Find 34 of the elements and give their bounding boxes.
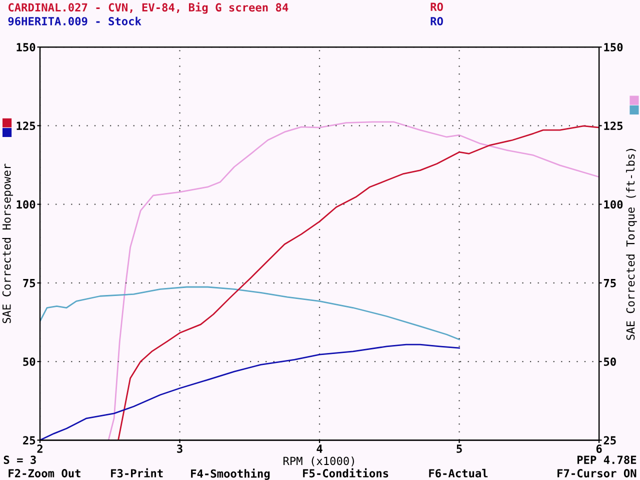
x-tick-label: 2 [37,444,42,453]
text: F5-Conditions [303,468,388,478]
line-series [40,286,460,340]
y2-tick-label: 50 [604,358,616,366]
y-tick-label: 75 [23,279,36,288]
y-axis-title: SAE Corrected Horsepower [2,164,13,324]
y-tick-label: 150 [16,43,36,52]
y2-axis-title: SAE Corrected Torque (ft-lbs) [626,148,637,340]
y2-tick-label: 75 [604,279,616,288]
chart-subtitle: 96HERITA.009 - Stock [8,16,142,26]
text: RO [430,2,443,11]
y2-tick-label: 100 [604,200,623,209]
text: S = 3 [4,456,36,464]
y2-tick-label: 25 [604,436,616,445]
x-axis-title: RPM (x1000) [284,456,354,466]
y2-tick-label: 125 [604,122,623,130]
x-tick-label: 6 [596,444,602,453]
x-tick-label: 3 [177,444,182,453]
text: F2-Zoom Out [8,469,80,478]
text: PEP 4.78E [577,456,636,464]
y2-tick-label: 150 [604,43,623,52]
x-tick-label: 4 [316,444,322,453]
text: F4-Smoothing [191,468,270,480]
chart-title: CARDINAL.027 - CVN, EV-84, Big G screen 84 [8,2,288,14]
y-tick-label: 100 [16,200,36,209]
text: F7-Cursor ON [558,469,636,478]
text: F6-Actual [429,468,488,478]
y-tick-label: 125 [16,122,36,130]
y-tick-label: 25 [23,436,36,445]
text: F3-Print [111,468,163,478]
y-tick-label: 50 [23,358,36,366]
text: RO [430,16,443,26]
x-tick-label: 5 [456,444,462,453]
line-series [40,344,460,440]
